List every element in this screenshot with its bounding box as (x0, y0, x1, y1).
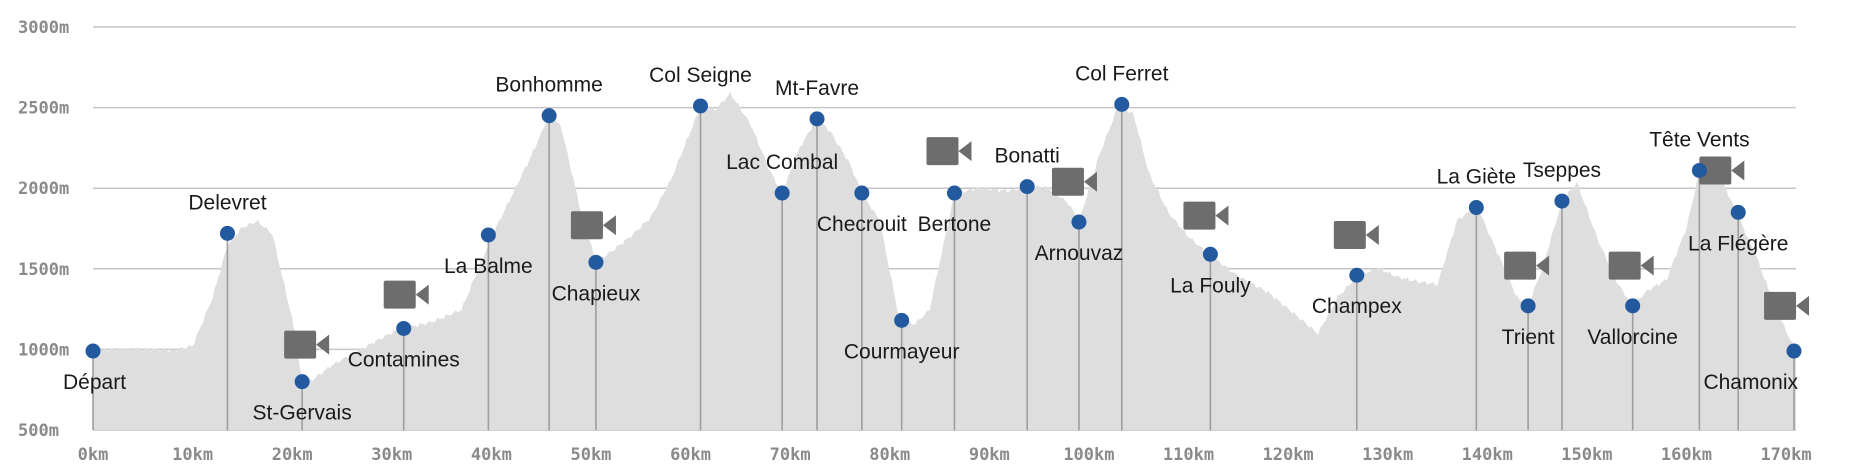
x-tick-label: 30km (371, 445, 412, 465)
waypoint-label: La Giète (1437, 166, 1516, 189)
waypoint-label: Chapieux (552, 282, 641, 305)
waypoint-marker[interactable] (1786, 343, 1802, 359)
waypoint-label: St-Gervais (253, 402, 352, 425)
waypoint-label: Bonatti (994, 145, 1059, 168)
x-tick-label: 40km (471, 445, 512, 465)
waypoint-marker[interactable] (480, 227, 496, 243)
waypoint-label: Bonhomme (495, 74, 602, 97)
y-tick-label: 2500m (18, 99, 69, 119)
waypoint-marker[interactable] (1554, 193, 1570, 209)
waypoint-marker[interactable] (693, 98, 709, 114)
waypoint-marker[interactable] (1202, 246, 1218, 262)
waypoint-label: La Flégère (1688, 232, 1788, 255)
waypoint-label: Lac Combal (726, 151, 838, 174)
video-camera-icon[interactable] (383, 280, 429, 309)
x-tick-label: 20km (272, 445, 313, 465)
waypoint-marker[interactable] (1625, 298, 1641, 314)
waypoint-marker[interactable] (1349, 267, 1365, 283)
waypoint-marker[interactable] (1691, 162, 1707, 178)
waypoint-marker[interactable] (894, 312, 910, 328)
x-tick-label: 100km (1063, 445, 1114, 465)
waypoint-label: La Fouly (1170, 274, 1251, 297)
x-tick-label: 10km (172, 445, 213, 465)
waypoint-label: Tête Vents (1649, 128, 1749, 151)
y-tick-label: 3000m (18, 18, 69, 38)
video-camera-icon[interactable] (1333, 220, 1379, 249)
waypoint-marker[interactable] (85, 343, 101, 359)
waypoint-marker[interactable] (774, 185, 790, 201)
waypoint-marker[interactable] (1114, 96, 1130, 112)
waypoint-label: Chamonix (1703, 371, 1798, 394)
x-axis-ticks: 0km 10km 20km 30km 40km 50km 60km 70km 80km 90km 1… (78, 445, 1812, 465)
waypoint-marker[interactable] (1520, 298, 1536, 314)
waypoint-label: Checrouit (817, 213, 907, 236)
waypoint-label: Départ (63, 371, 126, 394)
video-camera-icon[interactable] (1764, 291, 1810, 320)
video-camera-icon[interactable] (1504, 251, 1550, 280)
waypoint-marker[interactable] (1730, 204, 1746, 220)
waypoint-marker[interactable] (854, 185, 870, 201)
x-tick-label: 110km (1163, 445, 1214, 465)
y-tick-label: 2000m (18, 179, 69, 199)
y-tick-label: 1000m (18, 340, 69, 360)
waypoint-marker[interactable] (946, 185, 962, 201)
waypoint-marker[interactable] (809, 111, 825, 127)
waypoint-marker[interactable] (1468, 200, 1484, 216)
video-camera-icon[interactable] (570, 211, 616, 240)
waypoint-labels: Départ Delevret St-Gervais Contamines La Bal… (63, 62, 1799, 424)
elevation-profile-area (93, 91, 1796, 430)
waypoint-label: Champex (1312, 295, 1402, 318)
x-tick-label: 130km (1362, 445, 1413, 465)
waypoint-label: Vallorcine (1587, 326, 1678, 349)
x-tick-label: 170km (1760, 445, 1811, 465)
waypoint-label: Trient (1502, 326, 1555, 349)
waypoint-marker[interactable] (294, 374, 310, 390)
x-tick-label: 80km (869, 445, 910, 465)
waypoint-label: Mt-Favre (775, 77, 859, 100)
waypoint-marker[interactable] (219, 225, 235, 241)
waypoint-marker[interactable] (1019, 179, 1035, 195)
waypoint-label: Delevret (188, 191, 266, 214)
waypoint-markers (85, 96, 1802, 390)
x-tick-label: 160km (1661, 445, 1712, 465)
waypoint-marker[interactable] (396, 320, 412, 336)
waypoint-label: Bertone (918, 213, 992, 236)
video-camera-icon[interactable] (1051, 167, 1097, 196)
waypoint-marker[interactable] (541, 108, 557, 124)
waypoint-stems (92, 104, 1795, 430)
video-camera-icon[interactable] (284, 330, 330, 359)
x-tick-label: 120km (1262, 445, 1313, 465)
y-tick-label: 1500m (18, 260, 69, 280)
waypoint-marker[interactable] (1071, 214, 1087, 230)
waypoint-marker[interactable] (588, 254, 604, 270)
waypoint-label: Tseppes (1523, 159, 1601, 182)
waypoint-label: La Balme (444, 255, 533, 278)
waypoint-label: Col Seigne (649, 64, 752, 87)
x-tick-label: 140km (1462, 445, 1513, 465)
video-camera-icon[interactable] (926, 137, 972, 166)
waypoint-label: Contamines (348, 348, 460, 371)
waypoint-label: Col Ferret (1075, 62, 1169, 85)
video-camera-icon[interactable] (1183, 201, 1229, 230)
x-tick-label: 0km (78, 445, 109, 465)
y-axis-ticks: 500m 1000m 1500m 2000m 2500m 3000m (18, 18, 69, 441)
camera-icons (284, 137, 1810, 359)
waypoint-label: Courmayeur (844, 340, 960, 363)
waypoint-label: Arnouvaz (1035, 242, 1124, 265)
x-tick-label: 70km (770, 445, 811, 465)
x-tick-label: 50km (570, 445, 611, 465)
x-tick-label: 60km (670, 445, 711, 465)
x-tick-label: 150km (1561, 445, 1612, 465)
y-tick-label: 500m (18, 421, 59, 441)
video-camera-icon[interactable] (1699, 156, 1745, 185)
video-camera-icon[interactable] (1608, 251, 1654, 280)
x-tick-label: 90km (969, 445, 1010, 465)
